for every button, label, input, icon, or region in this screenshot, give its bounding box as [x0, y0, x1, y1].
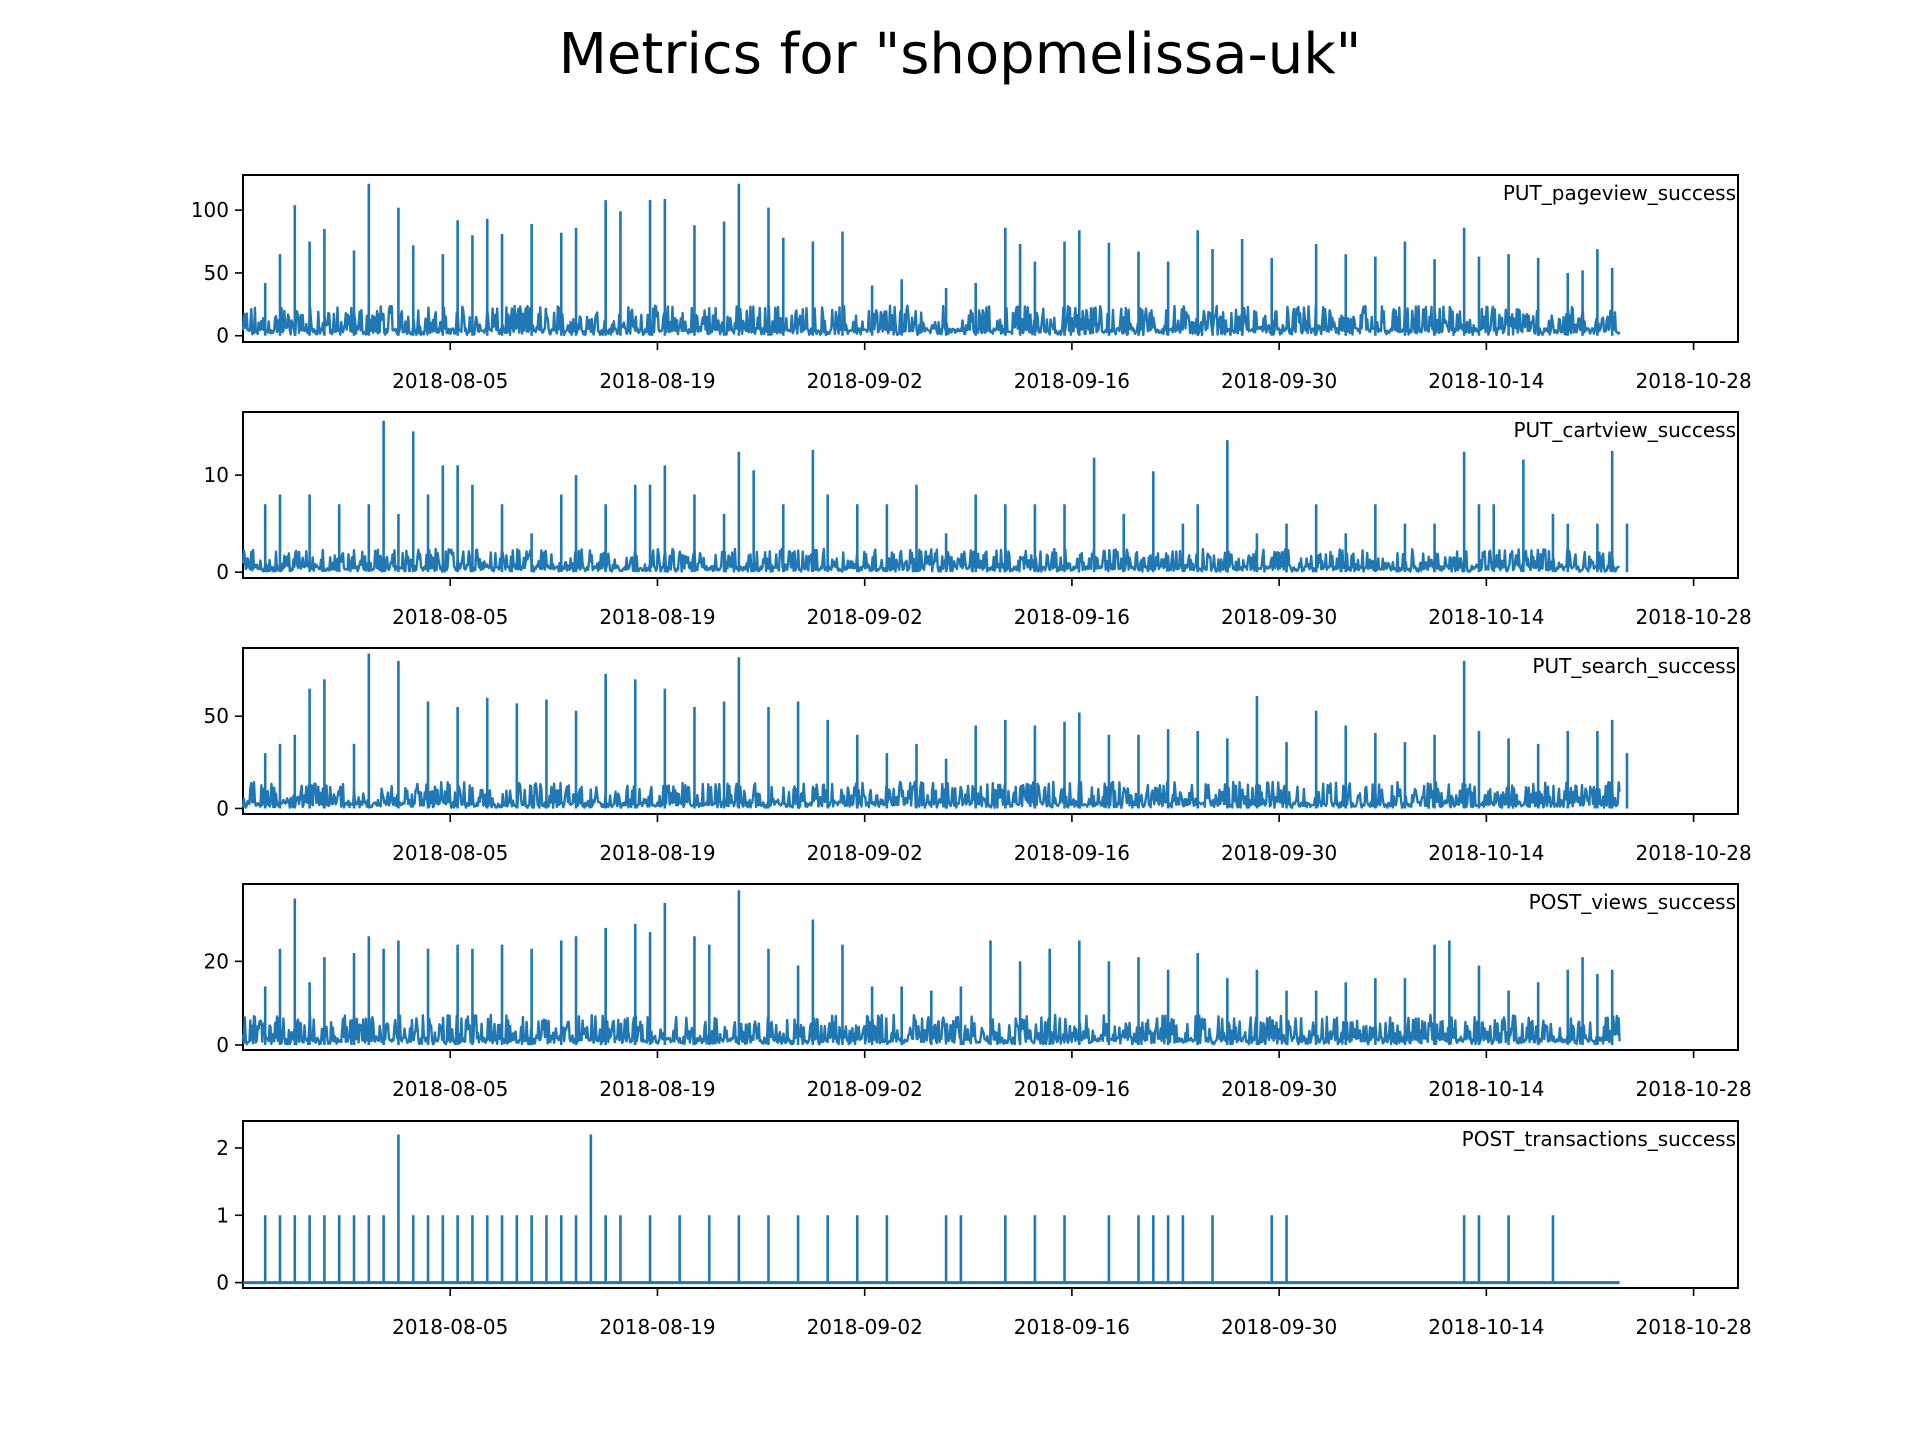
x-tick-label: 2018-10-28	[1635, 605, 1751, 629]
x-tick-label: 2018-10-28	[1635, 369, 1751, 393]
x-tick-label: 2018-08-19	[599, 369, 715, 393]
x-tick-label: 2018-08-19	[599, 605, 715, 629]
y-tick-label: 0	[216, 324, 229, 348]
x-tick-label: 2018-09-30	[1221, 605, 1337, 629]
x-tick-label: 2018-08-05	[392, 605, 508, 629]
series-line	[241, 780, 1621, 809]
series-title: PUT_cartview_success	[1513, 418, 1736, 442]
x-tick-label: 2018-08-19	[599, 1077, 715, 1101]
y-tick-label: 20	[204, 949, 229, 973]
x-tick-label: 2018-10-14	[1428, 1315, 1544, 1339]
plot-frame	[242, 647, 1739, 815]
y-tick-label: 1	[216, 1203, 229, 1227]
x-tick-label: 2018-08-19	[599, 1315, 715, 1339]
x-tick-label: 2018-09-02	[807, 605, 923, 629]
x-tick-label: 2018-10-14	[1428, 369, 1544, 393]
series-title: POST_views_success	[1529, 890, 1736, 914]
chart-panel-1: 0 50 100 2018-08-05 2018-08-19 2018-09-02 2018…	[191, 174, 1752, 393]
x-tick-label: 2018-09-30	[1221, 841, 1337, 865]
x-tick-label: 2018-10-14	[1428, 1077, 1544, 1101]
x-tick-label: 2018-10-28	[1635, 841, 1751, 865]
x-tick-label: 2018-09-30	[1221, 1077, 1337, 1101]
series-title: PUT_pageview_success	[1503, 181, 1736, 205]
y-tick-label: 2	[216, 1136, 229, 1160]
x-tick-label: 2018-09-30	[1221, 369, 1337, 393]
x-tick-label: 2018-09-02	[807, 1315, 923, 1339]
x-tick-label: 2018-08-05	[392, 1315, 508, 1339]
x-tick-label: 2018-10-28	[1635, 1077, 1751, 1101]
plot-frame	[242, 1120, 1739, 1289]
x-tick-label: 2018-09-16	[1014, 369, 1130, 393]
series-line	[241, 304, 1621, 337]
y-tick-label: 0	[216, 1033, 229, 1057]
x-tick-label: 2018-08-19	[599, 841, 715, 865]
y-tick-label: 0	[216, 560, 229, 584]
plot-frame	[242, 174, 1739, 343]
figure-title: Metrics for "shopmelissa-uk"	[558, 22, 1362, 87]
x-tick-label: 2018-09-02	[807, 1077, 923, 1101]
chart-panel-3: 0 50 2018-08-05 2018-08-19 2018-09-02 2018-09…	[204, 647, 1752, 865]
y-tick-label: 0	[216, 1271, 229, 1295]
y-tick-label: 100	[191, 198, 229, 222]
x-tick-label: 2018-09-16	[1014, 605, 1130, 629]
series-title: POST_transactions_success	[1462, 1127, 1736, 1151]
x-tick-label: 2018-09-16	[1014, 1315, 1130, 1339]
chart-panel-5: 0 1 2 2018-08-05 2018-08-19 2018-09-02 2018-09…	[216, 1120, 1752, 1339]
plot-frame	[242, 883, 1739, 1051]
x-tick-label: 2018-09-16	[1014, 1077, 1130, 1101]
series-title: PUT_search_success	[1532, 654, 1736, 678]
y-tick-label: 10	[204, 463, 229, 487]
x-tick-label: 2018-09-02	[807, 369, 923, 393]
series-line	[241, 547, 1620, 573]
y-tick-label: 0	[216, 796, 229, 820]
y-tick-label: 50	[204, 261, 229, 285]
x-tick-label: 2018-08-05	[392, 1077, 508, 1101]
x-tick-label: 2018-08-05	[392, 369, 508, 393]
y-tick-label: 50	[204, 704, 229, 728]
x-tick-label: 2018-09-02	[807, 841, 923, 865]
x-tick-label: 2018-10-14	[1428, 605, 1544, 629]
x-tick-label: 2018-09-30	[1221, 1315, 1337, 1339]
x-tick-label: 2018-09-16	[1014, 841, 1130, 865]
chart-panel-4: 0 20 2018-08-05 2018-08-19 2018-09-02 2018-09…	[204, 883, 1752, 1101]
chart-panel-2: 0 10 2018-08-05 2018-08-19 2018-09-02 2018-09…	[204, 411, 1752, 629]
x-tick-label: 2018-08-05	[392, 841, 508, 865]
x-tick-label: 2018-10-28	[1635, 1315, 1751, 1339]
x-tick-label: 2018-10-14	[1428, 841, 1544, 865]
plot-frame	[242, 411, 1739, 579]
